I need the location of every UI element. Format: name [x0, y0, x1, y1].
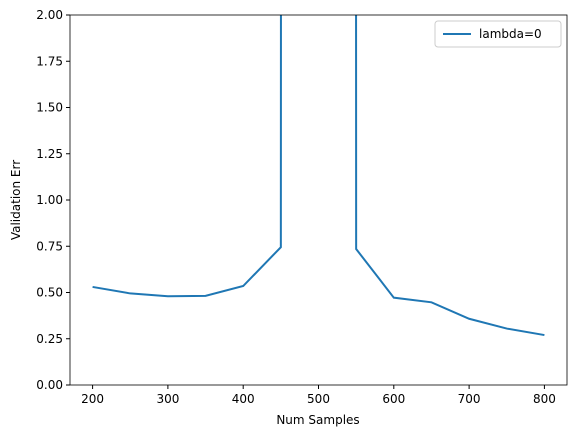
x-tick-label: 200: [81, 392, 104, 406]
plot-area: [92, 15, 545, 337]
y-tick-label: 0.25: [36, 332, 63, 346]
y-tick-label: 0.50: [36, 286, 63, 300]
x-tick-label: 600: [382, 392, 405, 406]
y-tick-label: 1.25: [36, 147, 63, 161]
x-tick-label: 500: [307, 392, 330, 406]
legend-box: [434, 20, 562, 48]
x-tick-label: 700: [458, 392, 481, 406]
axes-frame: [69, 14, 568, 386]
x-tick-label: 300: [156, 392, 179, 406]
line: [92, 15, 545, 337]
y-axis-label: Validation Err: [9, 160, 23, 240]
x-tick-label: 800: [533, 392, 556, 406]
y-tick-label: 1.50: [36, 101, 63, 115]
x-axis-label: Num Samples: [276, 413, 359, 427]
y-tick-label: 2.00: [36, 8, 63, 22]
y-tick-label: 0.75: [36, 239, 63, 253]
y-tick-label: 1.75: [36, 54, 63, 68]
y-tick-label: 0.00: [36, 378, 63, 392]
y-tick-label: 1.00: [36, 193, 63, 207]
legend-label: lambda=0: [479, 27, 542, 41]
x-tick-label: 400: [232, 392, 255, 406]
